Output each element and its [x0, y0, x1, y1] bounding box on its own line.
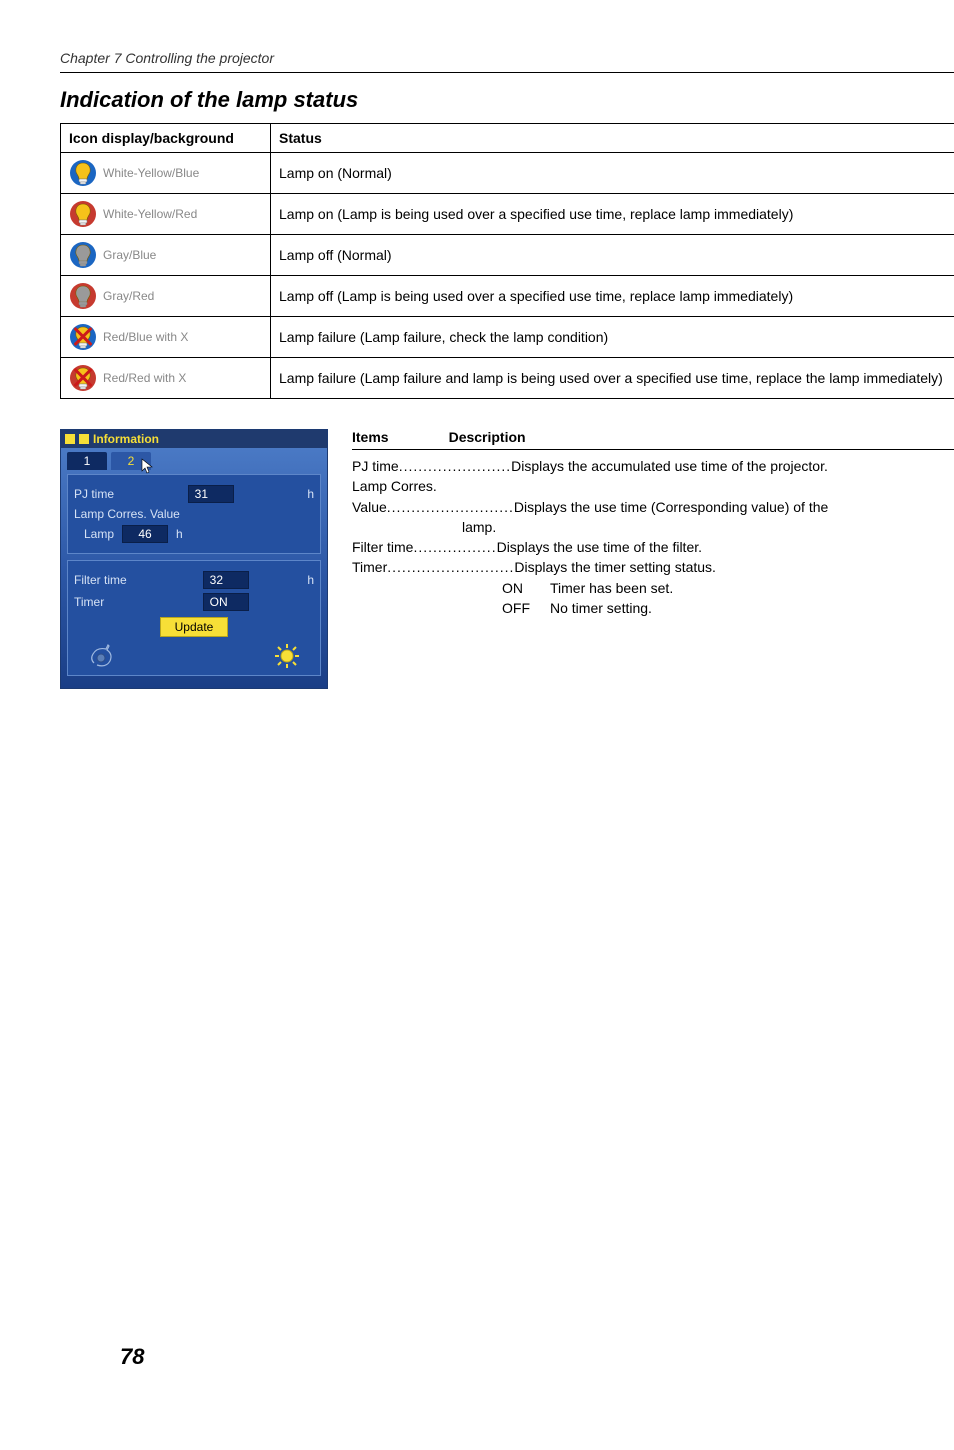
radio-icon[interactable]: [88, 643, 114, 669]
desc-row: Filter time.................Displays the…: [352, 537, 954, 557]
lamp-icon: [69, 323, 97, 351]
desc-sub-key: ON: [502, 578, 536, 598]
lamp-label: Lamp: [84, 527, 114, 541]
dots: ..........................: [387, 497, 514, 517]
pj-time-block: PJ time 31 h Lamp Corres. Value Lamp 46 …: [67, 474, 321, 554]
pj-time-field: 31: [188, 485, 234, 503]
information-panel: Information 1 2 PJ time 31 h Lamp Corres…: [60, 429, 328, 689]
desc-text: Displays the accumulated use time of the…: [511, 456, 828, 476]
desc-sub-row: OFF No timer setting.: [352, 598, 954, 618]
pj-time-unit: h: [307, 487, 314, 501]
icon-cell: Gray/Red: [61, 276, 271, 317]
status-text: Lamp failure (Lamp failure and lamp is b…: [271, 358, 954, 399]
lamp-unit: h: [176, 527, 183, 541]
description-list: Items Description PJ time...............…: [352, 429, 954, 689]
icon-label: Gray/Red: [103, 289, 154, 303]
tab-2-label: 2: [128, 454, 135, 468]
col-header-status: Status: [271, 124, 954, 153]
desc-item: Value: [352, 497, 387, 517]
desc-item: Lamp Corres.: [352, 476, 437, 496]
desc-sub-key: OFF: [502, 598, 536, 618]
dots: .................: [413, 537, 496, 557]
header-icon: [65, 434, 75, 444]
lamp-corres-label: Lamp Corres. Value: [74, 507, 314, 521]
chapter-heading: Chapter 7 Controlling the projector: [60, 50, 954, 73]
lamp-icon: [69, 200, 97, 228]
icon-cell: White-Yellow/Red: [61, 194, 271, 235]
desc-continuation: lamp.: [352, 517, 954, 537]
info-panel-header: Information: [61, 430, 327, 448]
icon-label: White-Yellow/Red: [103, 207, 197, 221]
icon-label: White-Yellow/Blue: [103, 166, 199, 180]
status-row: Gray/Red Lamp off (Lamp is being used ove…: [61, 276, 954, 317]
status-row: White-Yellow/Red Lamp on (Lamp is being u…: [61, 194, 954, 235]
icon-label: Red/Red with X: [103, 371, 186, 385]
update-button[interactable]: Update: [160, 617, 229, 637]
lamp-icon: [69, 282, 97, 310]
filter-timer-block: Filter time 32 h Timer ON h Update: [67, 560, 321, 676]
tab-1[interactable]: 1: [67, 452, 107, 470]
status-text: Lamp on (Normal): [271, 153, 954, 194]
section-title: Indication of the lamp status: [60, 87, 954, 113]
desc-sub-text: Timer has been set.: [550, 578, 673, 598]
header-icon: [79, 434, 89, 444]
cursor-icon: [141, 458, 155, 474]
status-row: Red/Red with X Lamp failure (Lamp failure…: [61, 358, 954, 399]
filter-time-label: Filter time: [74, 573, 144, 587]
icon-cell: Red/Blue with X: [61, 317, 271, 358]
status-text: Lamp off (Lamp is being used over a spec…: [271, 276, 954, 317]
desc-row: Timer..........................Displays …: [352, 557, 954, 577]
dots: ..........................: [387, 557, 514, 577]
desc-sub-text: No timer setting.: [550, 598, 652, 618]
lamp-status-table: Icon display/background Status White-Yel…: [60, 123, 954, 399]
desc-header-items: Items: [352, 429, 389, 445]
status-text: Lamp failure (Lamp failure, check the la…: [271, 317, 954, 358]
icon-cell: Red/Red with X: [61, 358, 271, 399]
lamp-icon: [69, 241, 97, 269]
tabs: 1 2: [67, 452, 321, 470]
desc-header-description: Description: [449, 429, 526, 445]
pj-time-label: PJ time: [74, 487, 114, 501]
icon-cell: White-Yellow/Blue: [61, 153, 271, 194]
status-text: Lamp off (Normal): [271, 235, 954, 276]
desc-row: Value..........................Displays …: [352, 497, 954, 517]
status-text: Lamp on (Lamp is being used over a speci…: [271, 194, 954, 235]
page-number: 78: [120, 1344, 144, 1370]
desc-sub-row: ON Timer has been set.: [352, 578, 954, 598]
col-header-icon: Icon display/background: [61, 124, 271, 153]
timer-field: ON: [203, 593, 249, 611]
desc-row: Lamp Corres.: [352, 476, 954, 496]
icon-label: Red/Blue with X: [103, 330, 188, 344]
gear-sun-icon[interactable]: [274, 643, 300, 669]
filter-time-field: 32: [203, 571, 249, 589]
desc-item: PJ time: [352, 456, 399, 476]
filter-time-unit: h: [307, 573, 314, 587]
icon-cell: Gray/Blue: [61, 235, 271, 276]
desc-row: PJ time.......................Displays t…: [352, 456, 954, 476]
desc-text: Displays the use time (Corresponding val…: [514, 497, 828, 517]
info-panel-title: Information: [93, 432, 159, 446]
desc-text: Displays the timer setting status.: [514, 557, 716, 577]
status-row: White-Yellow/Blue Lamp on (Normal): [61, 153, 954, 194]
lamp-value-field: 46: [122, 525, 168, 543]
icon-label: Gray/Blue: [103, 248, 156, 262]
status-row: Gray/Blue Lamp off (Normal): [61, 235, 954, 276]
desc-item: Filter time: [352, 537, 413, 557]
lamp-icon: [69, 159, 97, 187]
desc-item: Timer: [352, 557, 387, 577]
desc-text: Displays the use time of the filter.: [497, 537, 702, 557]
timer-label: Timer: [74, 595, 144, 609]
dots: .......................: [399, 456, 511, 476]
status-row: Red/Blue with X Lamp failure (Lamp failur…: [61, 317, 954, 358]
tab-2[interactable]: 2: [111, 452, 151, 470]
lamp-icon: [69, 364, 97, 392]
